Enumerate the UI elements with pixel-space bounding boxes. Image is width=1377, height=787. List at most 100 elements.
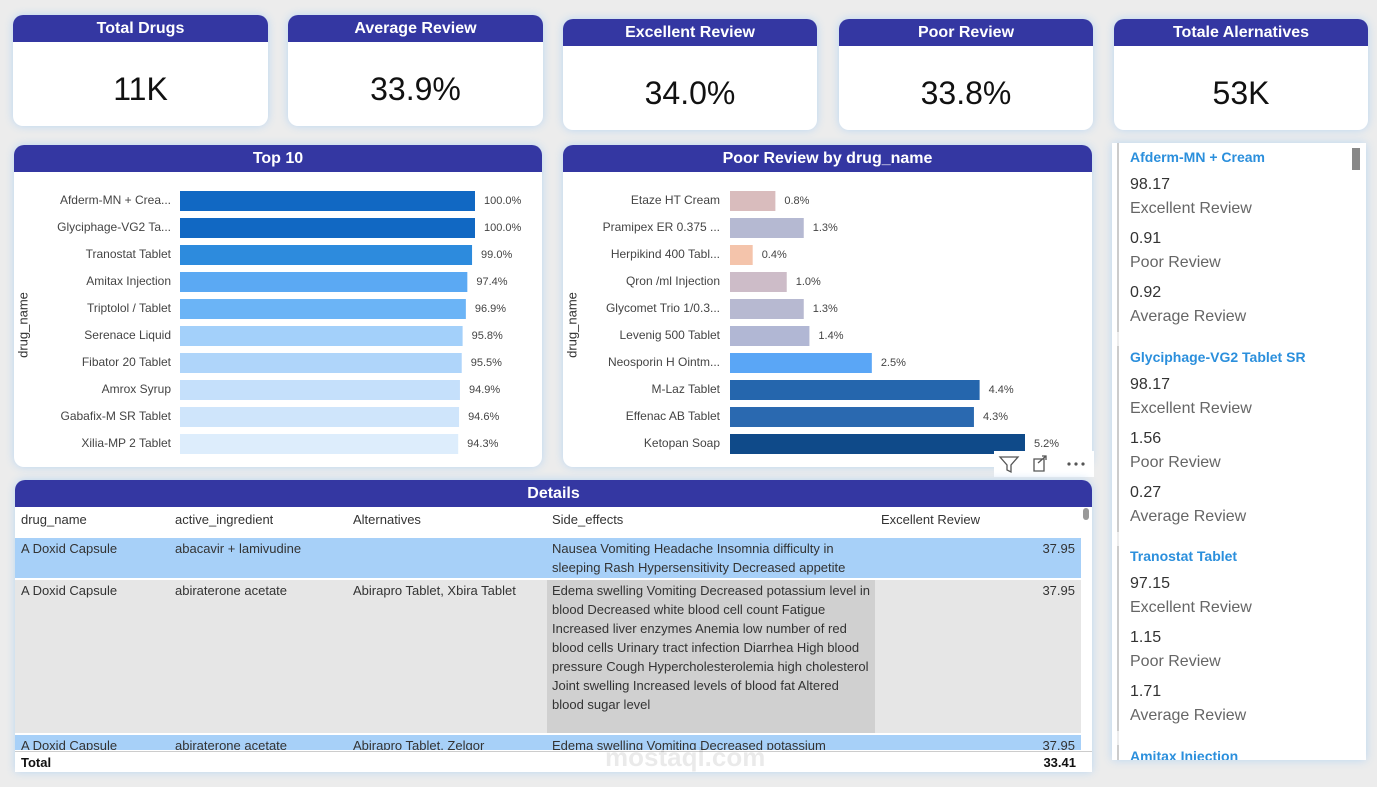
side-effects-bg	[547, 735, 875, 750]
category-label: Herpikind 400 Tabl...	[611, 247, 720, 261]
table-cell: abiraterone acetate	[175, 738, 288, 750]
table-cell: 37.95	[1042, 541, 1075, 556]
card-title: Totale Alernatives	[1114, 19, 1368, 46]
table-title: Details	[15, 480, 1092, 507]
chart-panel: Top 10 drug_name Afderm-MN + Crea... 100.0…	[14, 145, 542, 467]
card-value: 34.0%	[644, 75, 736, 111]
table-cell: abacavir + lamivudine	[175, 541, 302, 556]
value-label: 0.4%	[762, 249, 787, 261]
total-label: Total	[21, 755, 52, 770]
scrollbar[interactable]	[1352, 148, 1360, 170]
focus-icon[interactable]	[1033, 455, 1047, 472]
value-label: 94.6%	[468, 411, 499, 423]
bar	[180, 326, 463, 346]
bar	[730, 218, 804, 238]
value-label: 0.8%	[784, 195, 809, 207]
category-label: Amitax Injection	[86, 274, 171, 288]
axis-title: drug_name	[15, 292, 30, 358]
bar	[180, 191, 475, 211]
column-header: active_ingredient	[175, 512, 274, 527]
table-cell: A Doxid Capsule	[21, 541, 118, 556]
kpi-card: Poor Review 33.8%	[839, 19, 1093, 130]
bar	[180, 245, 473, 265]
category-label: Etaze HT Cream	[631, 193, 720, 207]
bar	[180, 380, 460, 400]
filter-icon[interactable]	[998, 456, 1020, 474]
more-icon[interactable]	[1067, 462, 1085, 466]
card-title: Average Review	[288, 15, 543, 42]
bar	[730, 407, 974, 427]
card-value: 11K	[113, 71, 168, 107]
category-label: Neosporin H Ointm...	[608, 355, 720, 369]
table-cell: Edema swelling Vomiting Decreased potass…	[552, 583, 870, 712]
metric-value: 1.71	[1130, 683, 1162, 700]
category-label: Ketopan Soap	[644, 436, 720, 450]
category-label: Amrox Syrup	[102, 382, 172, 396]
table-cell: 37.95	[1042, 738, 1075, 750]
chart: drug_name Etaze HT Cream 0.8% Pramipex ER 0…	[564, 191, 1059, 454]
item-divider	[1117, 332, 1119, 346]
value-label: 95.8%	[472, 330, 503, 342]
value-label: 100.0%	[484, 195, 522, 207]
bar	[180, 299, 466, 319]
metric-value: 98.17	[1130, 176, 1171, 193]
value-label: 4.3%	[983, 411, 1008, 423]
chart: drug_name Afderm-MN + Crea... 100.0% Glycip…	[15, 191, 522, 454]
table-cell: A Doxid Capsule	[21, 738, 118, 750]
category-label: Glycomet Trio 1/0.3...	[606, 301, 720, 315]
bar	[730, 245, 753, 265]
metric-label: Average Review	[1130, 308, 1247, 325]
value-label: 94.9%	[469, 384, 500, 396]
bar	[730, 191, 776, 211]
metric-label: Average Review	[1130, 507, 1247, 525]
card-value: 33.8%	[920, 75, 1012, 111]
scrollbar[interactable]	[1083, 508, 1089, 520]
table-row: A Doxid Capsule abacavir + lamivudine Naus…	[15, 538, 1081, 578]
card-title: Poor Review	[839, 19, 1093, 46]
metric-label: Excellent Review	[1130, 200, 1252, 217]
table-cell: Abirapro Tablet, Xbira Tablet	[353, 583, 516, 598]
side-effects-bg	[547, 538, 875, 578]
column-header: Side_effects	[552, 512, 624, 527]
kpi-card: Average Review 33.9%	[288, 15, 543, 126]
kpi-card: Totale Alernatives 53K	[1114, 19, 1368, 130]
table-cell: A Doxid Capsule	[21, 583, 118, 598]
category-label: Levenig 500 Tablet	[619, 328, 720, 342]
visual-toolbar	[994, 451, 1094, 477]
category-label: Triptolol / Tablet	[87, 301, 172, 315]
value-label: 99.0%	[481, 249, 512, 261]
metric-value: 1.15	[1130, 629, 1162, 646]
table-cell: 37.95	[1042, 583, 1075, 598]
metric-label: Excellent Review	[1130, 599, 1252, 616]
value-label: 5.2%	[1034, 438, 1059, 450]
card-title: Total Drugs	[13, 15, 268, 42]
card-value: 53K	[1212, 75, 1270, 111]
column-header: drug_name	[21, 512, 87, 527]
bar	[180, 434, 459, 454]
drug-name: Amitax Injection	[1130, 747, 1239, 761]
bar	[730, 299, 804, 319]
value-label: 1.3%	[813, 222, 838, 234]
card-value: 33.9%	[370, 71, 461, 107]
metric-label: Average Review	[1130, 707, 1247, 724]
category-label: Tranostat Tablet	[86, 247, 172, 261]
value-label: 1.0%	[796, 276, 821, 288]
drug-name: Tranostat Tablet	[1130, 548, 1238, 564]
bar	[730, 272, 787, 292]
metric-label: Poor Review	[1130, 254, 1221, 271]
bar	[180, 272, 468, 292]
value-label: 2.5%	[881, 357, 906, 369]
watermark: mostaql.com	[605, 742, 766, 772]
kpi-card: Excellent Review 34.0%	[563, 19, 817, 130]
category-label: Effenac AB Tablet	[626, 409, 721, 423]
value-label: 95.5%	[471, 357, 502, 369]
metric-value: 97.15	[1130, 575, 1171, 592]
chart-title: Top 10	[14, 145, 542, 172]
table-row: A Doxid Capsule abiraterone acetate Abirap…	[15, 580, 1081, 733]
list-border	[1117, 143, 1119, 760]
table-cell: Nausea Vomiting Headache Insomnia diffic…	[552, 541, 846, 575]
category-label: M-Laz Tablet	[652, 382, 721, 396]
total-value: 33.41	[1043, 755, 1076, 770]
drug-list: Afderm-MN + Cream 98.17 Excellent Review 0.…	[1112, 143, 1366, 760]
metric-value: 0.27	[1130, 483, 1162, 501]
